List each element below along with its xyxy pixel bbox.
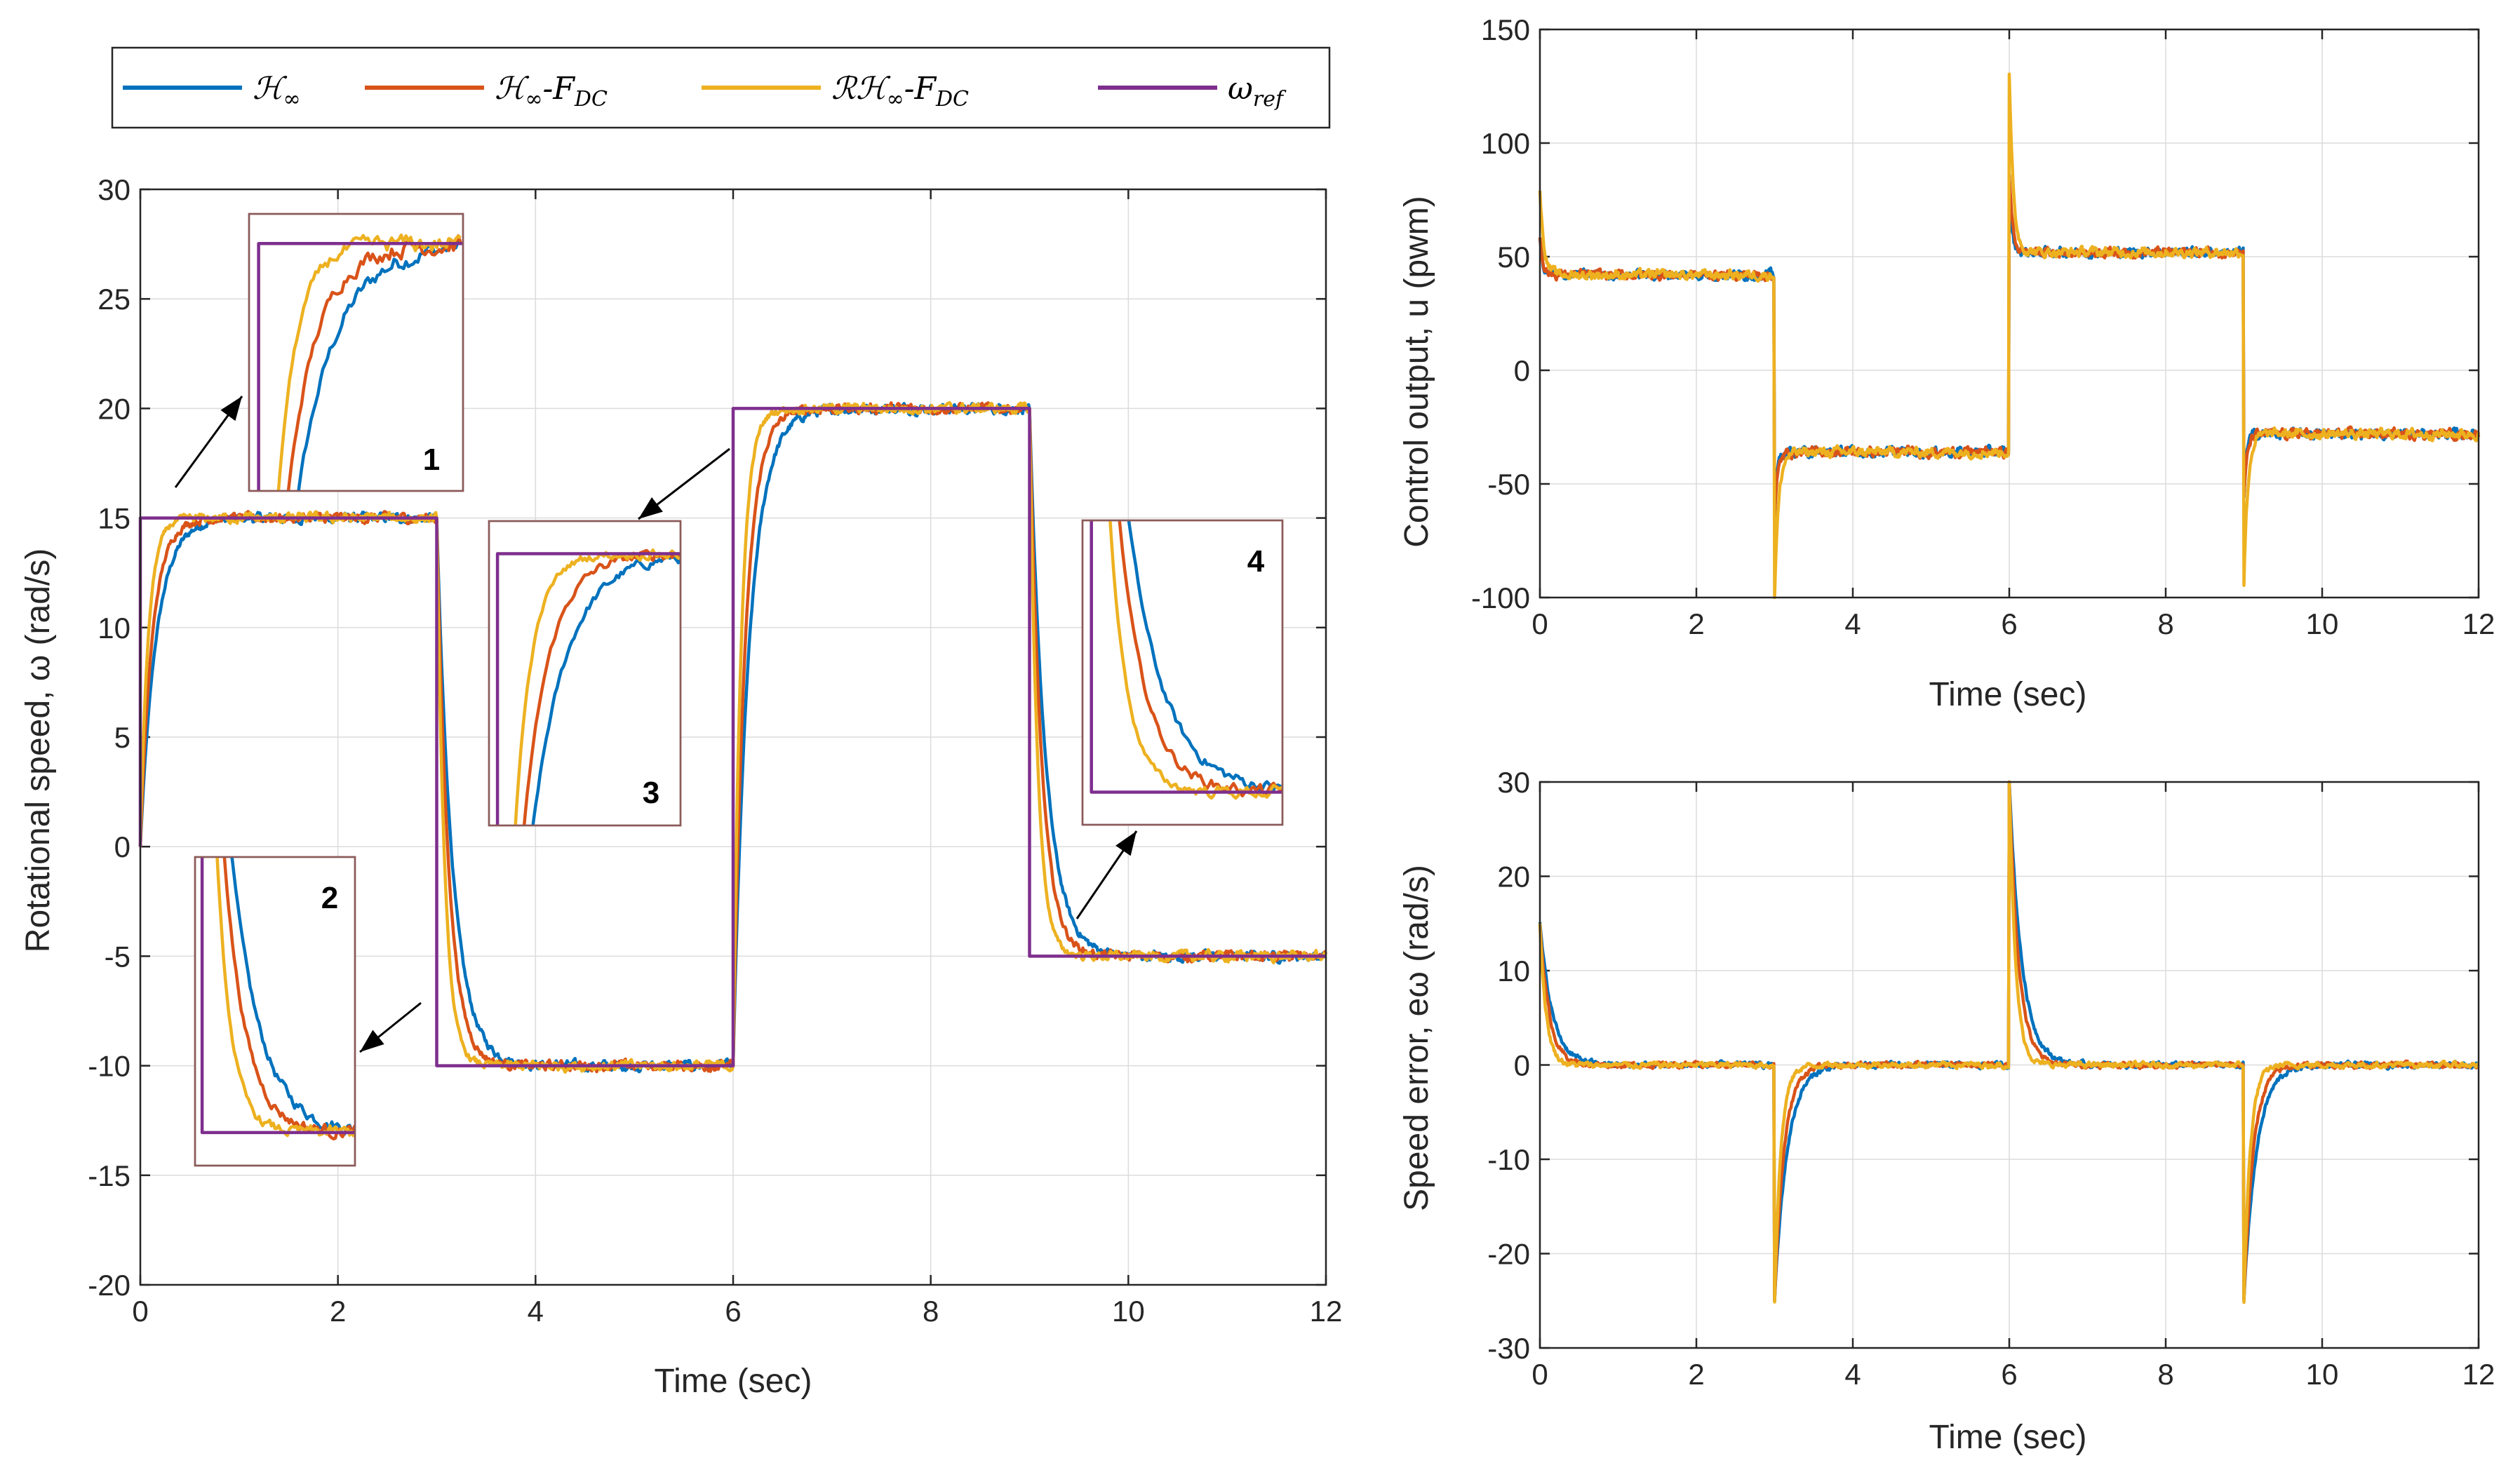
speed-xtick-label: 4 <box>528 1295 544 1328</box>
speed-xlabel: Time (sec) <box>655 1363 812 1400</box>
legend-label-rh-inf-fdc: ℛℋ∞-FDC <box>831 71 969 112</box>
inset-arrow-head <box>220 396 242 421</box>
inset-frame <box>488 520 682 827</box>
error-ytick-label: -30 <box>1487 1332 1530 1365</box>
control-xtick-label: 2 <box>1688 607 1704 640</box>
control-ytick-label: 50 <box>1497 241 1530 274</box>
control-xtick-label: 4 <box>1844 607 1861 640</box>
inset-series-rh-inf-fdc <box>215 857 355 1138</box>
error-xlabel: Time (sec) <box>1929 1419 2087 1456</box>
legend-label-omega-ref: ωref <box>1228 71 1287 112</box>
inset-border <box>488 520 682 827</box>
inset-arrow-head <box>360 1030 384 1052</box>
error-xtick-label: 0 <box>1532 1358 1548 1391</box>
error-ytick-label: -10 <box>1487 1143 1530 1176</box>
inset-label: 4 <box>1247 544 1265 579</box>
inset-series-rh-inf-fdc <box>514 548 681 825</box>
inset-arrow-head <box>638 497 663 519</box>
speed-error-plot: 0 2 4 6 8 10 12 -30 -20 -10 0 10 20 30 <box>1487 766 2495 1391</box>
inset-series-h-inf-fdc <box>222 857 355 1141</box>
speed-xtick-label: 6 <box>725 1295 741 1328</box>
speed-ylabel: Rotational speed, ω (rad/s) <box>20 548 57 952</box>
error-frame <box>1539 781 2480 1349</box>
control-series-rh-inf-fdc <box>1538 72 2481 600</box>
speed-xtick-label: 0 <box>132 1295 148 1328</box>
control-ylabel: Control output, u (pwm) <box>1398 196 1435 548</box>
inset-series-omega-ref <box>1090 520 1282 794</box>
speed-xtick-label: 8 <box>923 1295 939 1328</box>
control-frame <box>1539 28 2480 599</box>
inset-series-omega-ref <box>257 242 463 491</box>
speed-series-omega-ref <box>138 407 1326 1067</box>
control-output-plot: 0 2 4 6 8 10 12 -100 -50 0 50 100 150 <box>1471 13 2495 640</box>
inset-3: 3 <box>488 447 730 827</box>
inset-border <box>194 856 356 1167</box>
error-ylabel: Speed error, eω (rad/s) <box>1398 865 1435 1211</box>
inset-series-h-inf-fdc <box>286 234 462 491</box>
error-ytick-label: 0 <box>1514 1049 1530 1082</box>
inset-border <box>248 213 464 492</box>
inset-arrow-head <box>1115 831 1137 856</box>
inset-border <box>1081 519 1284 826</box>
control-xtick-label: 12 <box>2462 607 2495 640</box>
inset-series-omega-ref <box>200 857 355 1135</box>
speed-ytick-label: -20 <box>88 1269 130 1302</box>
inset-label: 2 <box>321 881 338 915</box>
speed-ytick-label: 5 <box>114 721 130 754</box>
error-ytick-label: -20 <box>1487 1238 1530 1271</box>
error-ytick-label: 20 <box>1497 861 1530 893</box>
error-xtick-label: 2 <box>1688 1358 1704 1391</box>
inset-label: 3 <box>643 776 659 810</box>
legend-label-h-inf: ℋ∞ <box>253 71 300 112</box>
speed-ytick-label: 25 <box>98 283 130 316</box>
speed-ytick-label: 0 <box>114 830 130 863</box>
speed-frame <box>139 188 1327 1286</box>
control-ytick-label: 150 <box>1481 13 1530 46</box>
speed-ytick-label: -15 <box>88 1159 130 1192</box>
legend: ℋ∞ ℋ∞-FDC ℛℋ∞-FDC ωref <box>111 46 1331 129</box>
error-xtick-label: 4 <box>1844 1358 1861 1391</box>
speed-ytick-label: -10 <box>88 1050 130 1083</box>
speed-ytick-label: 20 <box>98 392 130 425</box>
speed-xtick-label: 2 <box>330 1295 346 1328</box>
speed-ytick-label: 30 <box>98 173 130 206</box>
speed-ytick-label: -5 <box>105 940 130 973</box>
error-xtick-label: 6 <box>2001 1358 2017 1391</box>
control-xtick-label: 10 <box>2306 607 2339 640</box>
inset-series-h-inf <box>531 553 681 825</box>
error-xtick-label: 12 <box>2462 1358 2495 1391</box>
error-ytick-label: 30 <box>1497 766 1530 799</box>
speed-ytick-label: 10 <box>98 612 130 645</box>
inset-series-h-inf <box>1127 520 1282 793</box>
inset-frame <box>248 213 464 492</box>
legend-label-h-inf-fdc: ℋ∞-FDC <box>495 71 608 112</box>
inset-frame <box>1081 519 1284 826</box>
inset-4: 4 <box>1075 519 1284 919</box>
inset-2: 2 <box>194 856 422 1167</box>
control-ytick-label: 100 <box>1481 127 1530 160</box>
control-xtick-label: 8 <box>2157 607 2173 640</box>
inset-1: 1 <box>174 213 464 492</box>
speed-ytick-label: 15 <box>98 502 130 535</box>
error-xtick-label: 10 <box>2306 1358 2339 1391</box>
speed-xtick-label: 12 <box>1310 1295 1343 1328</box>
control-xlabel: Time (sec) <box>1929 676 2087 713</box>
error-ytick-label: 10 <box>1497 955 1530 987</box>
control-ytick-label: -100 <box>1471 581 1530 614</box>
control-xtick-label: 6 <box>2001 607 2017 640</box>
control-ytick-label: -50 <box>1487 468 1530 501</box>
inset-series-omega-ref <box>495 552 681 825</box>
error-xtick-label: 8 <box>2157 1358 2173 1391</box>
control-ytick-label: 0 <box>1514 354 1530 387</box>
control-xtick-label: 0 <box>1532 607 1548 640</box>
speed-xtick-label: 10 <box>1112 1295 1145 1328</box>
inset-label: 1 <box>423 443 440 477</box>
